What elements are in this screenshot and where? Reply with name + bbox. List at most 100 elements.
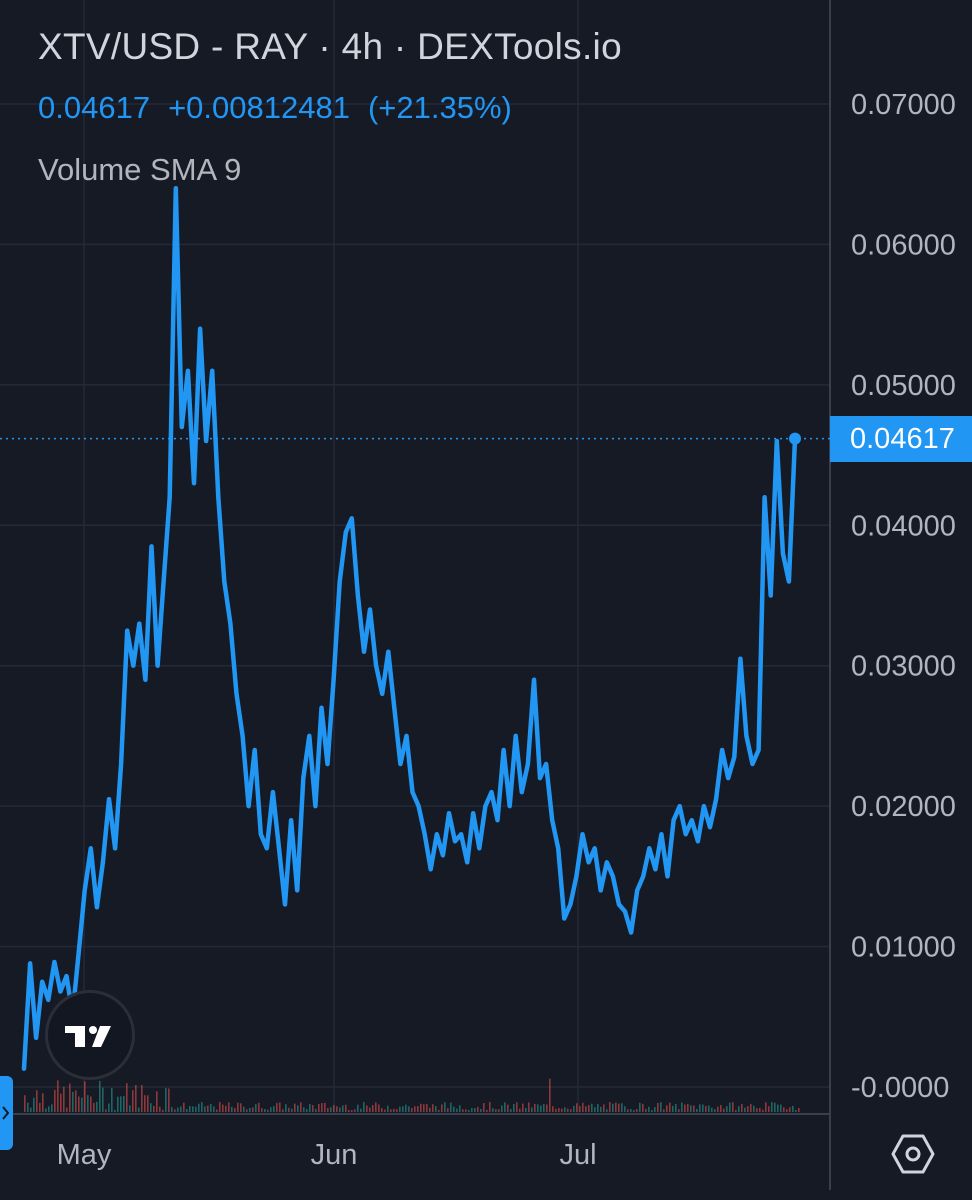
volume-bar: [798, 1108, 800, 1112]
volume-bar: [330, 1107, 332, 1112]
volume-bar: [492, 1108, 494, 1112]
volume-bar: [609, 1102, 611, 1112]
volume-bar: [63, 1086, 65, 1112]
volume-bar: [726, 1106, 728, 1112]
volume-bar: [423, 1104, 425, 1112]
volume-bar: [561, 1108, 563, 1112]
volume-bar: [399, 1106, 401, 1112]
volume-bar: [243, 1106, 245, 1112]
volume-bar: [582, 1102, 584, 1112]
volume-bar: [684, 1104, 686, 1112]
price-axis[interactable]: 0.07000 0.06000 0.05000 0.04000 0.03000 0.020…: [851, 89, 956, 1104]
volume-bar: [312, 1105, 314, 1112]
volume-bar: [468, 1109, 470, 1112]
volume-bar: [756, 1108, 758, 1112]
volume-bar: [579, 1105, 581, 1112]
time-axis[interactable]: May Jun Jul: [57, 1139, 597, 1171]
volume-bar: [318, 1103, 320, 1112]
volume-bar: [771, 1102, 773, 1112]
volume-bar: [750, 1103, 752, 1112]
volume-bar: [759, 1107, 761, 1112]
volume-bar: [657, 1103, 659, 1112]
volume-bar: [123, 1095, 125, 1112]
volume-bar: [231, 1106, 233, 1112]
volume-bar: [753, 1105, 755, 1112]
volume-bar: [180, 1106, 182, 1112]
volume-bar: [444, 1102, 446, 1112]
volume-bar: [336, 1106, 338, 1112]
volume-indicator-label[interactable]: Volume SMA 9: [38, 152, 242, 187]
grid-lines: [0, 0, 830, 1114]
volume-bar: [414, 1106, 416, 1112]
volume-bar: [477, 1106, 479, 1112]
volume-bar: [252, 1107, 254, 1112]
volume-bar: [513, 1103, 515, 1112]
volume-bar: [480, 1108, 482, 1112]
volume-bar: [108, 1103, 110, 1112]
volume-bar: [573, 1105, 575, 1112]
price-tick-label: 0.02000: [851, 791, 956, 823]
volume-bar: [369, 1107, 371, 1112]
price-series-line[interactable]: [21, 186, 798, 1071]
volume-bar: [132, 1090, 134, 1112]
volume-bar: [396, 1109, 398, 1112]
volume-bar: [387, 1105, 389, 1112]
volume-bar: [720, 1105, 722, 1112]
volume-bar: [390, 1109, 392, 1112]
volume-bar: [651, 1109, 653, 1112]
volume-bar: [75, 1090, 77, 1112]
price-tick-label: 0.04000: [851, 510, 956, 542]
volume-bar: [783, 1107, 785, 1112]
chevron-right-icon[interactable]: [0, 1076, 13, 1150]
volume-bar: [699, 1104, 701, 1112]
volume-bar: [687, 1103, 689, 1112]
volume-bar: [279, 1102, 281, 1112]
volume-bar: [678, 1109, 680, 1112]
volume-bar: [456, 1108, 458, 1112]
tradingview-logo-icon[interactable]: [45, 990, 135, 1080]
volume-bar: [102, 1087, 104, 1112]
volume-bar: [471, 1108, 473, 1112]
volume-bar: [156, 1091, 158, 1112]
volume-bar: [507, 1104, 509, 1112]
volume-bar: [717, 1106, 719, 1112]
volume-bar: [204, 1106, 206, 1112]
volume-bar: [198, 1103, 200, 1112]
volume-bar: [714, 1109, 716, 1112]
time-tick-label: May: [57, 1139, 112, 1171]
volume-bar: [402, 1106, 404, 1112]
volume-bar: [24, 1095, 26, 1112]
volume-bar: [45, 1108, 47, 1112]
volume-bar: [96, 1101, 98, 1112]
volume-bar: [225, 1105, 227, 1112]
volume-bar: [291, 1108, 293, 1112]
volume-bar: [273, 1106, 275, 1112]
volume-bar: [552, 1106, 554, 1112]
volume-bar: [576, 1103, 578, 1112]
volume-bar: [501, 1105, 503, 1112]
volume-bar: [516, 1102, 518, 1112]
volume-bar: [765, 1102, 767, 1112]
volume-bar: [597, 1103, 599, 1112]
volume-bar: [138, 1107, 140, 1112]
volume-bar: [264, 1108, 266, 1112]
volume-bar: [372, 1104, 374, 1112]
volume-bar: [564, 1107, 566, 1112]
hexagon-gear-icon[interactable]: [888, 1130, 938, 1178]
volume-bar: [723, 1108, 725, 1112]
volume-bar: [786, 1109, 788, 1112]
volume-bar: [267, 1109, 269, 1112]
volume-bar: [360, 1108, 362, 1112]
volume-bar: [612, 1103, 614, 1112]
volume-bar: [519, 1108, 521, 1112]
volume-bar: [681, 1102, 683, 1112]
volume-bar: [618, 1103, 620, 1112]
volume-bar: [183, 1102, 185, 1112]
volume-bar: [549, 1078, 551, 1112]
volume-bar: [222, 1104, 224, 1112]
volume-bar: [540, 1105, 542, 1112]
volume-bar: [234, 1108, 236, 1112]
volume-bar: [66, 1107, 68, 1112]
volume-bar: [528, 1102, 530, 1112]
